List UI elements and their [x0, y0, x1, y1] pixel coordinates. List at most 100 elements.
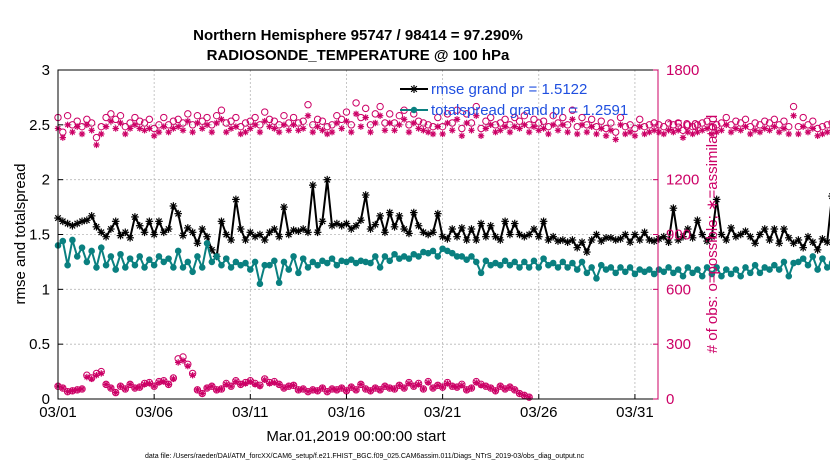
point-totalspread [280, 258, 288, 266]
point-nused_low [122, 385, 129, 393]
point-nused [583, 128, 591, 136]
point-nused_low [242, 380, 249, 387]
point-nused [319, 127, 326, 134]
point-rmse [616, 235, 625, 243]
point-nused_low [299, 385, 307, 393]
point-rmse [217, 217, 226, 226]
point-nused [362, 114, 369, 121]
point-nused [588, 123, 595, 130]
point-totalspread [626, 264, 634, 271]
point-rmse [275, 232, 283, 241]
point-rmse [631, 230, 639, 239]
point-totalspread [97, 244, 105, 251]
point-nused [405, 128, 413, 136]
x-tick-label: 03/06 [135, 404, 173, 421]
point-nused [107, 117, 115, 125]
point-nused [449, 127, 456, 134]
point-rmse [107, 225, 115, 233]
point-totalspread [367, 259, 374, 267]
point-nposs [674, 119, 682, 127]
point-nposs [761, 117, 769, 125]
y-tick-label-left: 1 [42, 281, 50, 298]
point-nused [352, 110, 360, 118]
point-totalspread [554, 264, 562, 271]
point-nposs [299, 117, 307, 125]
point-totalspread [155, 253, 163, 260]
point-nused [809, 125, 817, 132]
point-rmse [780, 225, 788, 233]
point-totalspread [670, 269, 677, 277]
point-rmse [751, 239, 759, 248]
point-rmse [813, 246, 822, 254]
point-rmse [193, 239, 202, 248]
point-nused [434, 123, 442, 130]
point-nposs [304, 101, 312, 109]
point-totalspread [751, 261, 759, 269]
point-rmse [179, 231, 187, 240]
point-rmse [188, 228, 197, 237]
point-nused_low [165, 381, 172, 388]
point-totalspread [203, 239, 211, 247]
point-totalspread [525, 264, 533, 271]
point-nposs [386, 110, 394, 118]
point-rmse [669, 204, 678, 212]
data-file-footnote: data file: /Users/raeder/DAI/ATM_forcXX/… [145, 453, 585, 460]
point-rmse [309, 181, 317, 189]
point-rmse [385, 208, 394, 217]
point-nused_low [88, 375, 95, 383]
point-nposs [131, 113, 139, 122]
point-nused [348, 128, 355, 136]
point-nused_low [141, 381, 148, 388]
point-nposs [650, 119, 658, 127]
point-totalspread [333, 261, 341, 269]
point-rmse [491, 232, 500, 241]
point-nposs [462, 110, 471, 118]
point-rmse [164, 225, 173, 233]
point-totalspread [593, 275, 600, 282]
point-nused [78, 130, 86, 138]
point-totalspread [617, 264, 624, 271]
point-nused [122, 130, 129, 138]
point-nposs [434, 113, 442, 122]
legend-item-totalspread: totalspread grand pr = 1.2591 [400, 102, 628, 119]
point-totalspread [136, 253, 144, 260]
legend-marker-totalspread [410, 106, 418, 114]
point-totalspread [160, 258, 168, 266]
point-nused [626, 128, 634, 136]
point-rmse [184, 224, 192, 232]
point-nused [429, 130, 437, 138]
point-nused_low [314, 387, 321, 394]
point-rmse [741, 227, 750, 236]
point-rmse [587, 236, 596, 244]
chart-title-line2: RADIOSONDE_TEMPERATURE @ 100 hPa [207, 47, 510, 64]
point-rmse [222, 230, 231, 239]
point-rmse [760, 225, 769, 233]
point-rmse [357, 216, 365, 225]
point-nused [88, 127, 95, 134]
point-rmse [674, 236, 682, 244]
point-rmse [145, 217, 154, 226]
point-totalspread [795, 258, 802, 266]
point-nposs [535, 119, 543, 127]
point-rmse [525, 230, 533, 239]
point-nused [299, 125, 307, 132]
point-rmse [371, 220, 380, 229]
point-rmse [703, 237, 711, 245]
y-tick-label-right: 1800 [666, 62, 699, 79]
point-rmse [111, 217, 120, 226]
point-nused [535, 127, 542, 134]
legend-label-totalspread: totalspread grand pr = 1.2591 [431, 102, 628, 119]
point-totalspread [511, 258, 519, 266]
point-rmse [453, 232, 461, 241]
point-totalspread [381, 253, 389, 260]
point-totalspread [689, 269, 696, 277]
point-totalspread [799, 255, 807, 262]
point-rmse [467, 225, 476, 233]
point-totalspread [588, 264, 595, 271]
point-nused [785, 130, 792, 138]
y-tick-label-left: 1.5 [29, 227, 50, 244]
point-nused_low [420, 385, 427, 393]
point-rmse [280, 203, 288, 211]
point-rmse [381, 228, 389, 237]
point-rmse [664, 238, 673, 246]
